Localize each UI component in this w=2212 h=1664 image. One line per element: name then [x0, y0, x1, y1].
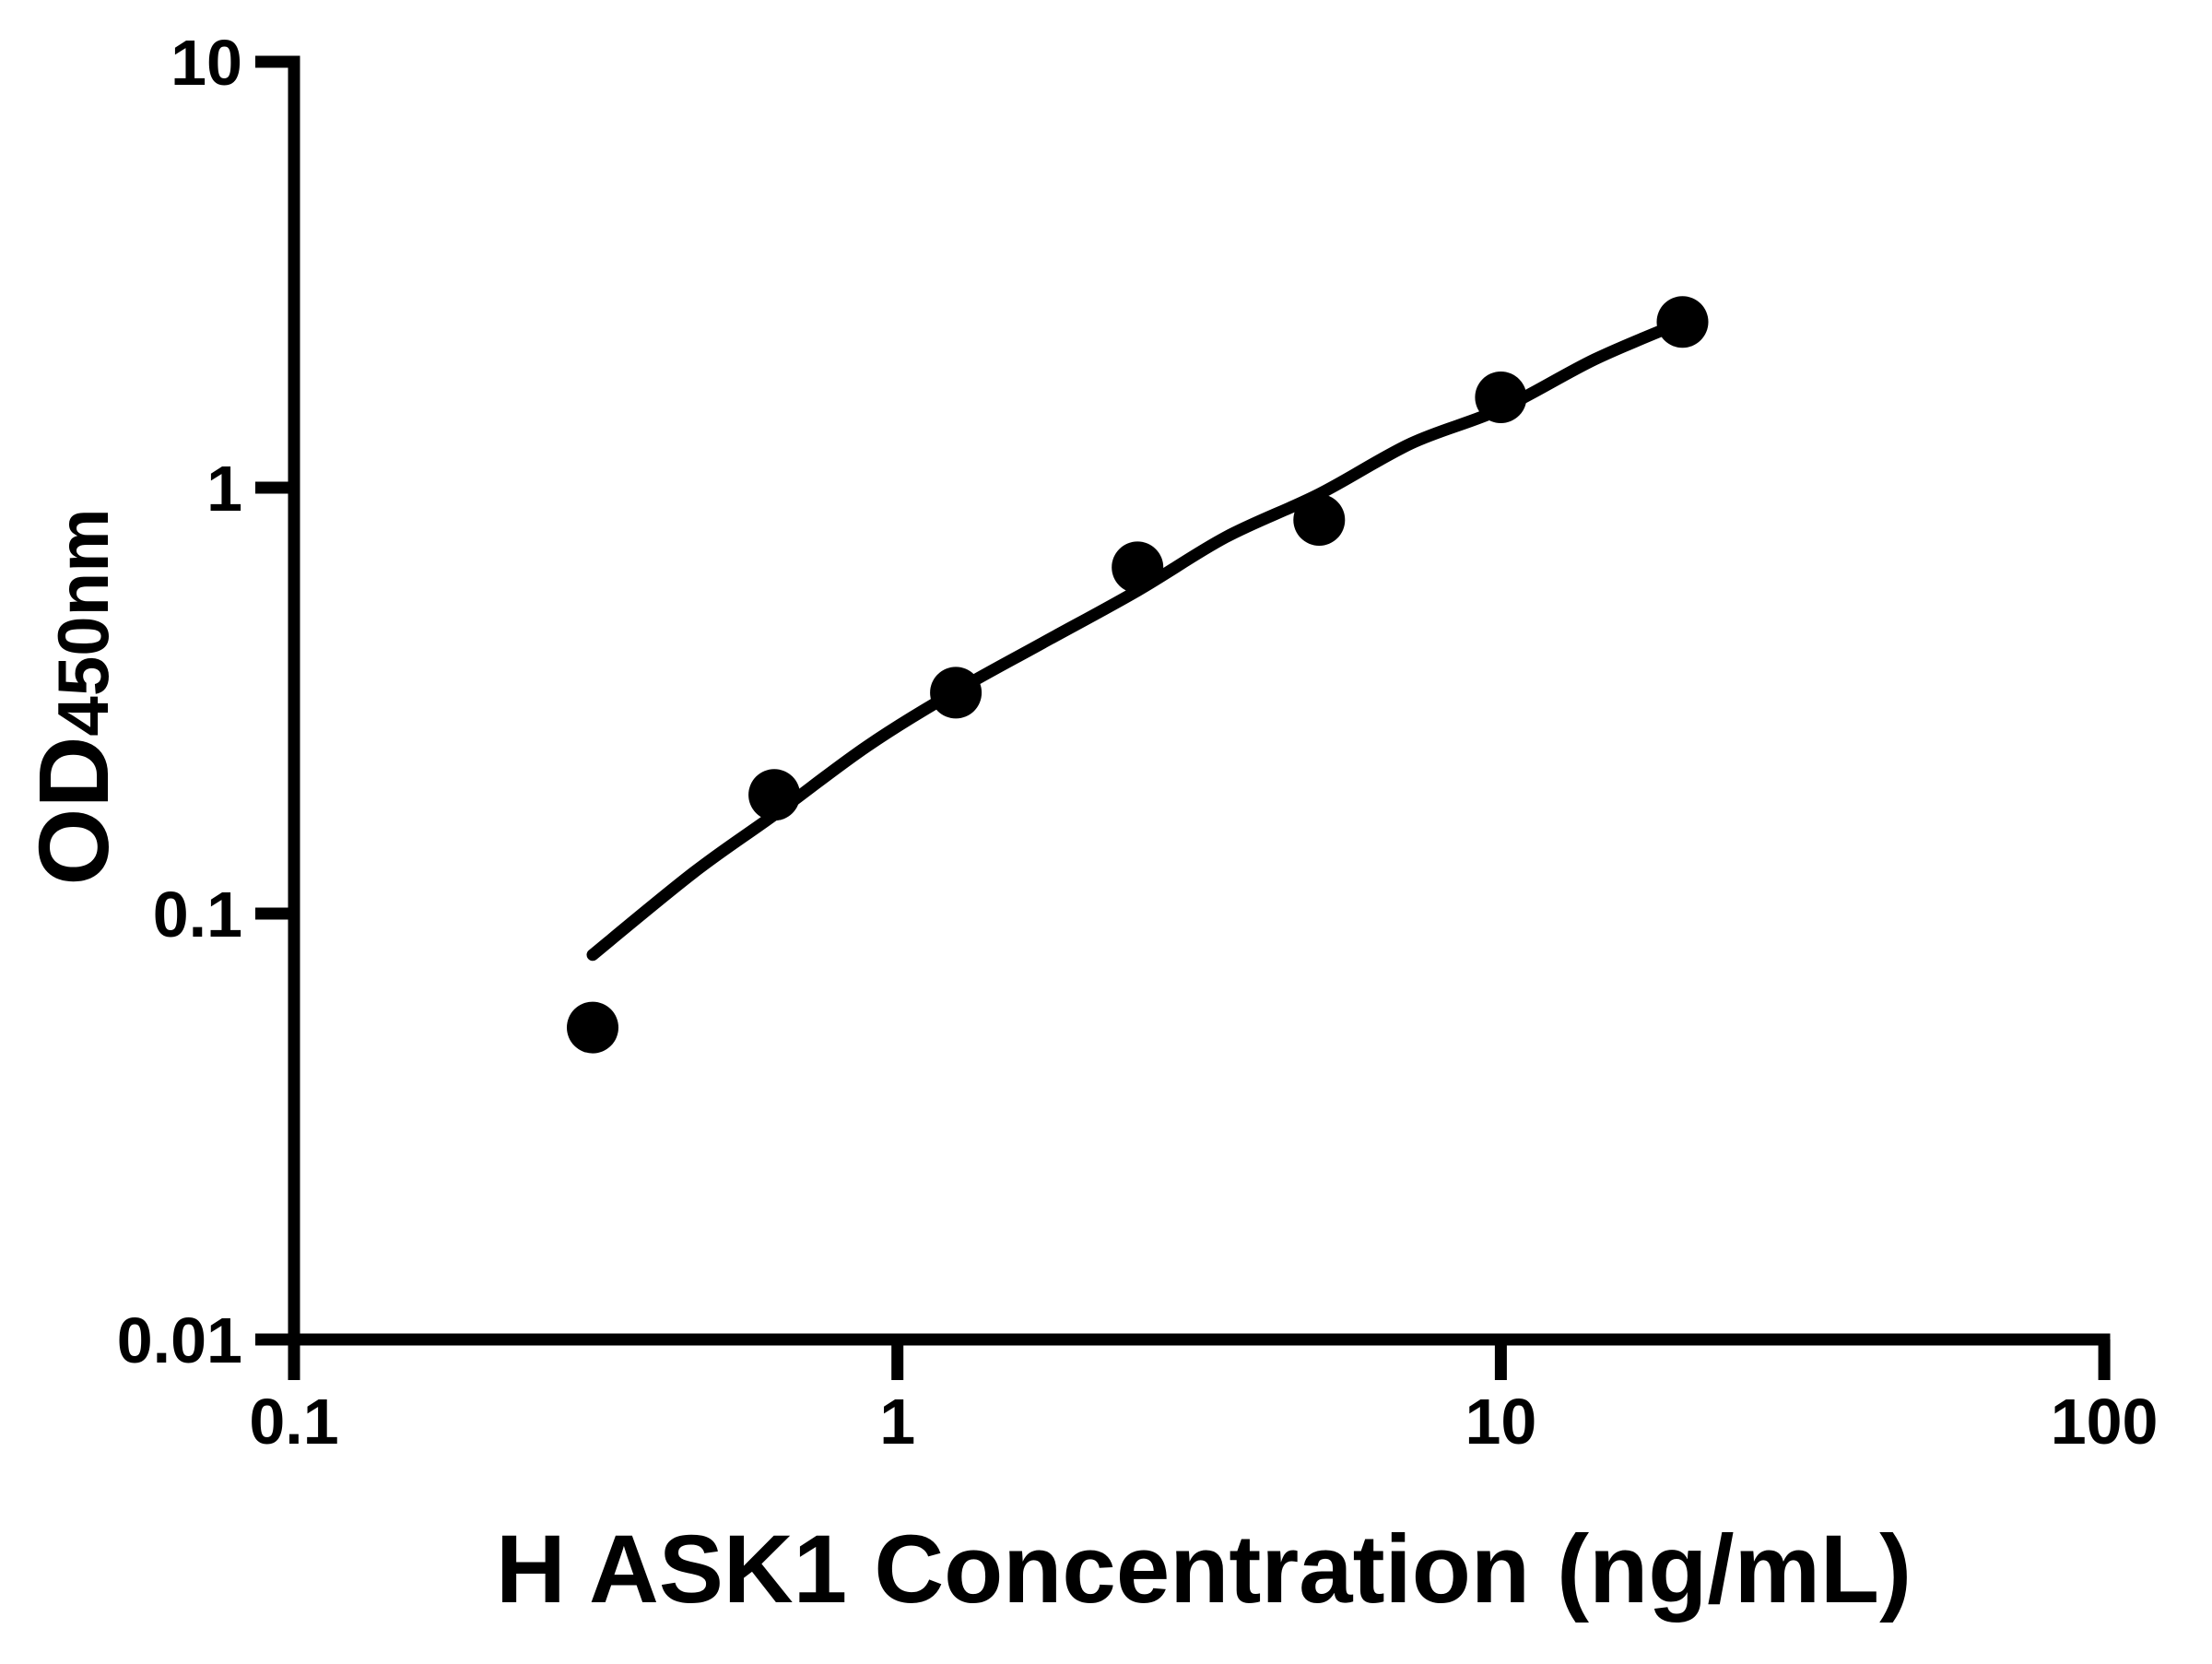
- data-point-marker: [1293, 494, 1346, 546]
- y-tick-label: 0.1: [153, 879, 242, 950]
- data-point-marker: [1656, 296, 1709, 348]
- x-tick-label: 100: [2051, 1386, 2159, 1457]
- y-axis-title: OD450nm: [18, 508, 129, 885]
- x-tick-label: 1: [879, 1386, 915, 1457]
- y-axis-title-main: OD: [18, 737, 129, 886]
- data-points: [567, 296, 1709, 1054]
- x-axis-title: H ASK1 Concentration (ng/mL): [496, 1516, 1912, 1623]
- x-tick-label: 10: [1465, 1386, 1536, 1457]
- y-axis-tick-labels: 0.01 0.1 1 10: [117, 27, 242, 1376]
- y-tick-label: 1: [206, 453, 242, 525]
- fit-curve: [586, 315, 1688, 962]
- x-axis-ticks: [288, 1339, 2111, 1380]
- data-point-marker: [930, 667, 982, 719]
- y-tick-label: 10: [171, 27, 242, 99]
- y-tick-label: 0.01: [117, 1304, 242, 1376]
- data-point-marker: [567, 1001, 618, 1054]
- x-tick-label: 0.1: [249, 1386, 338, 1457]
- y-axis-ticks: [255, 55, 294, 1346]
- data-point-marker: [1112, 541, 1164, 594]
- data-point-marker: [748, 769, 801, 821]
- x-axis-tick-labels: 0.1 1 10 100: [249, 1386, 2158, 1457]
- y-axis-title-subscript: 450nm: [42, 508, 124, 736]
- data-point-marker: [1475, 372, 1527, 423]
